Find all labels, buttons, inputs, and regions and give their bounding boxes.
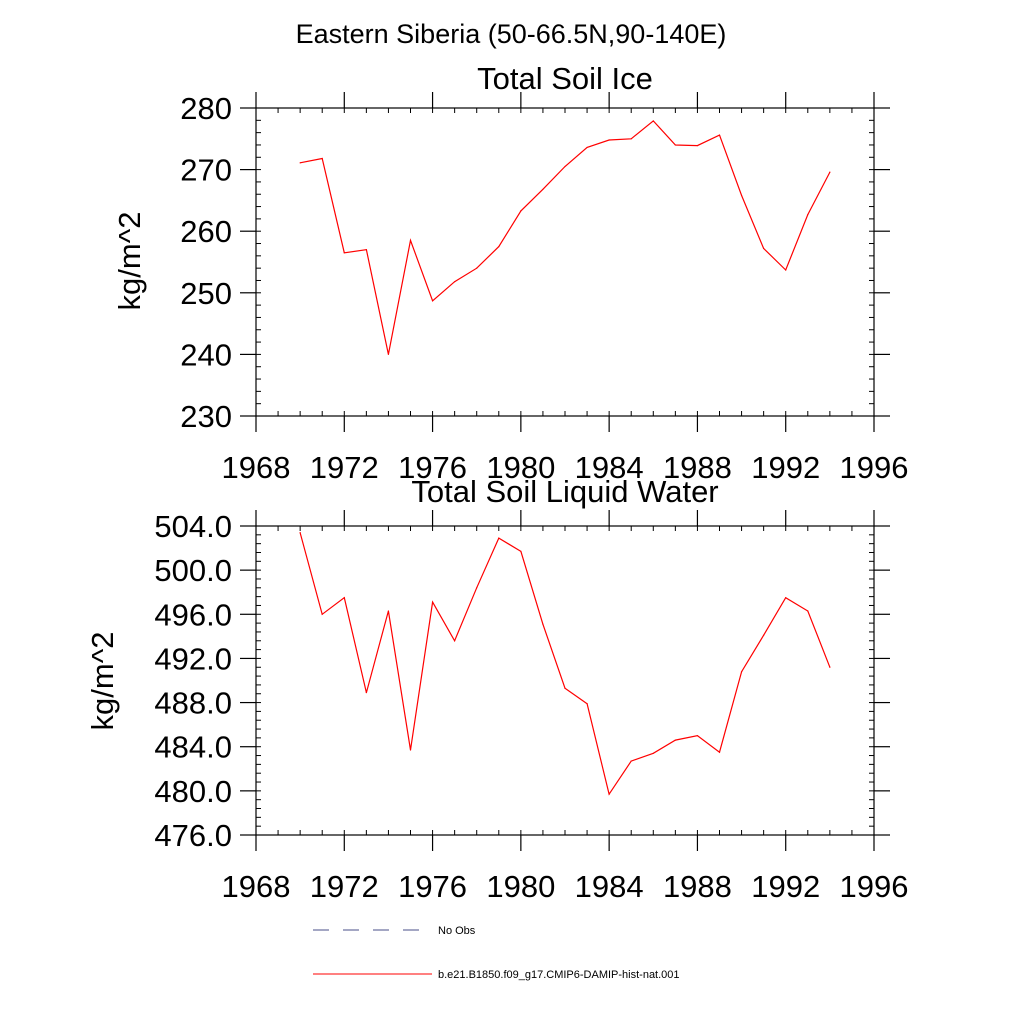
data-point <box>718 134 721 136</box>
plot-frame <box>255 525 875 836</box>
data-point <box>696 735 699 737</box>
data-point <box>564 687 566 689</box>
data-point <box>674 739 676 741</box>
panel-soil-ice: Total Soil Ice kg/m^2 1968 1972 1976 1980 19… <box>112 61 908 485</box>
data-point <box>542 623 544 625</box>
y-tick-label: 504.0 <box>154 509 232 544</box>
data-point <box>763 634 765 636</box>
data-point <box>829 666 831 668</box>
x-tick-label: 1980 <box>486 450 555 485</box>
data-point <box>763 247 765 250</box>
data-point <box>387 610 390 612</box>
data-point <box>520 210 522 212</box>
data-point <box>498 537 500 539</box>
data-point <box>564 165 566 168</box>
y-tick-label: 270 <box>180 153 232 188</box>
y-tick-label: 250 <box>180 276 232 311</box>
panel-title: Total Soil Ice <box>477 61 653 96</box>
y-tick-label: 280 <box>180 91 232 126</box>
x-tick-label: 1976 <box>398 450 467 485</box>
data-point <box>409 749 412 751</box>
y-tick-label: 476.0 <box>154 818 232 853</box>
x-tick-label: 1992 <box>751 869 820 904</box>
legend: No Obs b.e21.B1850.f09_g17.CMIP6-DAMIP-h… <box>313 925 680 981</box>
data-point <box>431 300 434 302</box>
y-tick-label: 484.0 <box>154 730 232 765</box>
data-point <box>520 550 522 552</box>
x-tick-label: 1976 <box>398 869 467 904</box>
data-point <box>608 793 610 795</box>
data-point <box>696 144 699 147</box>
legend-label: No Obs <box>438 925 476 937</box>
y-axis-label: kg/m^2 <box>112 212 147 311</box>
y-tick-label: 496.0 <box>154 597 232 632</box>
y-tick-label: 240 <box>180 337 232 372</box>
y-axis-label: kg/m^2 <box>85 632 120 731</box>
x-tick-label: 1968 <box>222 869 291 904</box>
data-point <box>387 353 390 355</box>
data-point <box>299 162 301 164</box>
plot-frame <box>255 107 875 417</box>
data-point <box>586 703 588 705</box>
x-tick-label: 1984 <box>575 450 644 485</box>
data-point <box>454 640 456 642</box>
data-point <box>740 194 743 197</box>
figure-title: Eastern Siberia (50-66.5N,90-140E) <box>296 19 727 49</box>
data-point <box>652 120 654 122</box>
series-line <box>299 120 831 355</box>
data-point <box>674 144 676 146</box>
series-line <box>299 532 831 796</box>
data-point <box>785 269 787 271</box>
x-tick-label: 1984 <box>575 869 644 904</box>
data-point <box>718 751 721 753</box>
panel-title: Total Soil Liquid Water <box>411 474 718 509</box>
data-point <box>431 601 434 603</box>
data-point <box>343 252 345 254</box>
data-point <box>542 188 544 190</box>
panel-soil-liquid-water: Total Soil Liquid Water kg/m^2 1968 1972 1… <box>85 474 908 904</box>
x-tick-label: 1992 <box>751 450 820 485</box>
y-tick-label: 480.0 <box>154 774 232 809</box>
x-tick-label: 1968 <box>222 450 291 485</box>
y-tick-label: 492.0 <box>154 641 232 676</box>
data-point <box>608 139 610 141</box>
x-tick-label: 1972 <box>310 869 379 904</box>
data-point <box>365 692 367 694</box>
y-tick-label: 488.0 <box>154 686 232 721</box>
plot-area: 1968 1972 1976 1980 1984 1988 1992 1996 230 240 25… <box>180 91 908 485</box>
x-tick-label: 1972 <box>310 450 379 485</box>
data-point <box>807 610 809 612</box>
data-point <box>740 671 743 673</box>
y-tick-label: 260 <box>180 214 232 249</box>
data-point <box>476 587 478 589</box>
data-point <box>321 157 323 160</box>
x-tick-label: 1980 <box>486 869 555 904</box>
x-tick-label: 1988 <box>663 869 732 904</box>
data-point <box>409 239 412 242</box>
data-point <box>321 613 323 615</box>
data-point <box>807 213 809 216</box>
data-point <box>454 281 456 283</box>
legend-label: b.e21.B1850.f09_g17.CMIP6-DAMIP-hist-nat… <box>438 969 680 981</box>
data-point <box>630 760 632 762</box>
y-tick-label: 230 <box>180 399 232 434</box>
data-point <box>476 267 478 269</box>
data-point <box>299 532 301 534</box>
x-tick-label: 1988 <box>663 450 732 485</box>
data-point <box>785 597 787 599</box>
plot-area: 1968 1972 1976 1980 1984 1988 1992 1996 476.0 480… <box>154 509 908 904</box>
data-point <box>652 752 654 754</box>
data-point <box>586 146 588 149</box>
y-tick-label: 500.0 <box>154 553 232 588</box>
data-point <box>365 249 367 251</box>
data-point <box>343 597 345 599</box>
data-point <box>829 171 831 173</box>
data-point <box>498 246 500 248</box>
x-tick-label: 1996 <box>840 450 909 485</box>
data-point <box>630 138 632 140</box>
x-tick-label: 1996 <box>840 869 909 904</box>
